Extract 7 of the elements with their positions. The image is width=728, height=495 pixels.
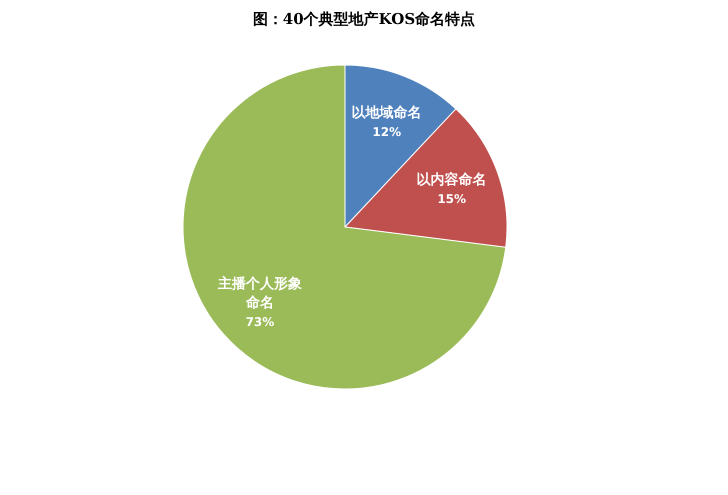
slice-label: 主播个人形象命名 [216, 274, 302, 311]
slice-label: 以地域命名 [352, 105, 422, 122]
data-label: 15% [437, 192, 466, 206]
data-label: 73% [246, 314, 274, 329]
chart-title: 图：40个典型地产KOS命名特点 [252, 10, 476, 28]
slice-label: 以内容命名 [416, 171, 487, 188]
data-label: 12% [372, 125, 402, 140]
